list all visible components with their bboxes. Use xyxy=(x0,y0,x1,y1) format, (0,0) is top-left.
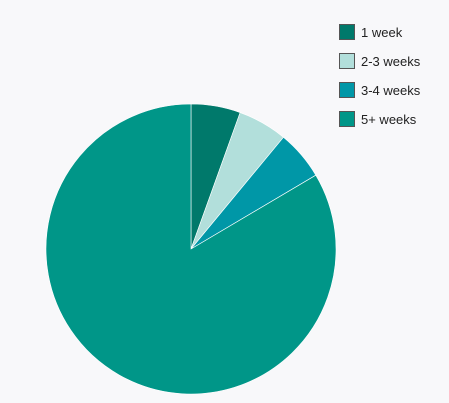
pie-slice-5-weeks[interactable] xyxy=(45,103,337,395)
legend-label: 2-3 weeks xyxy=(361,53,421,69)
legend-label: 1 week xyxy=(361,24,403,40)
legend-item[interactable]: 3-4 weeks xyxy=(339,81,420,99)
legend-item[interactable]: 5+ weeks xyxy=(339,110,420,128)
legend-swatch xyxy=(339,24,355,40)
legend-swatch xyxy=(339,82,355,98)
legend-swatch xyxy=(339,111,355,127)
legend-item[interactable]: 2-3 weeks xyxy=(339,52,420,70)
legend-item[interactable]: 1 week xyxy=(339,23,420,41)
legend: 1 week 2-3 weeks 3-4 weeks 5+ weeks xyxy=(339,23,420,139)
legend-label: 3-4 weeks xyxy=(361,82,421,98)
legend-swatch xyxy=(339,53,355,69)
legend-label: 5+ weeks xyxy=(361,111,417,127)
pie-slices xyxy=(45,103,337,395)
